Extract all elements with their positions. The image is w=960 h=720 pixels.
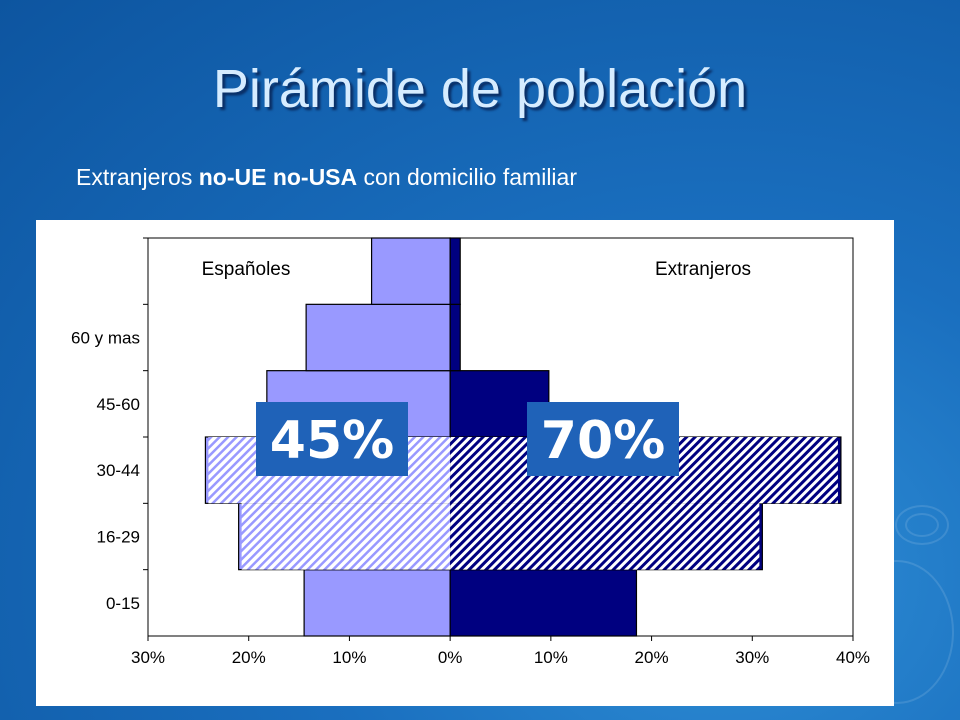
x-axis-tick-label: 40% bbox=[836, 648, 870, 667]
background-ripple bbox=[905, 513, 939, 537]
subtitle-text-post: con domicilio familiar bbox=[357, 164, 577, 190]
x-axis-tick-label: 20% bbox=[635, 648, 669, 667]
slide-title: Pirámide de población bbox=[212, 59, 748, 119]
highlight-label-extranjeros: 70% bbox=[541, 411, 665, 471]
legend-label-extranjeros: Extranjeros bbox=[655, 259, 751, 280]
bar-espanoles bbox=[303, 569, 451, 637]
highlight-hatch-espanoles bbox=[241, 503, 451, 570]
bar-extranjeros bbox=[449, 303, 461, 372]
slide-subtitle: Extranjeros no-UE no-USA con domicilio f… bbox=[76, 164, 577, 191]
background-ripple bbox=[895, 505, 949, 545]
subtitle-text-pre: Extranjeros bbox=[76, 164, 199, 190]
x-axis-tick-label: 20% bbox=[232, 648, 266, 667]
highlight-label-espanoles-box bbox=[256, 402, 408, 476]
bar-espanoles bbox=[370, 237, 451, 305]
y-axis-tick-label: 0-15 bbox=[106, 594, 140, 613]
bar-espanoles bbox=[305, 303, 451, 372]
legend-label-espanoles: Españoles bbox=[202, 259, 291, 280]
x-axis-tick-label: 30% bbox=[735, 648, 769, 667]
y-axis-tick-label: 16-29 bbox=[97, 528, 140, 547]
highlight-label-extranjeros-box bbox=[527, 402, 679, 476]
bar-extranjeros bbox=[449, 569, 638, 637]
x-axis-tick-label: 0% bbox=[438, 648, 463, 667]
y-axis-tick-label: 60 y mas bbox=[71, 329, 140, 348]
highlight-label-espanoles: 45% bbox=[270, 411, 394, 471]
highlight-hatch-extranjeros bbox=[450, 503, 760, 570]
x-axis-tick-label: 10% bbox=[332, 648, 366, 667]
population-pyramid-chart: 30% 20% 10% 0% 10% 20% 30% 40% 0-15 16-29 30-44 45-… bbox=[71, 237, 870, 667]
chart-panel: 30% 20% 10% 0% 10% 20% 30% 40% 0-15 16-29 30-44 45-… bbox=[36, 220, 894, 706]
x-axis-tick-label: 10% bbox=[534, 648, 568, 667]
subtitle-text-bold: no-UE no-USA bbox=[198, 164, 358, 190]
y-axis-tick-label: 30-44 bbox=[97, 461, 140, 480]
y-axis-tick-label: 45-60 bbox=[97, 395, 140, 414]
bar-extranjeros bbox=[449, 237, 461, 305]
x-axis-tick-label: 30% bbox=[131, 648, 165, 667]
